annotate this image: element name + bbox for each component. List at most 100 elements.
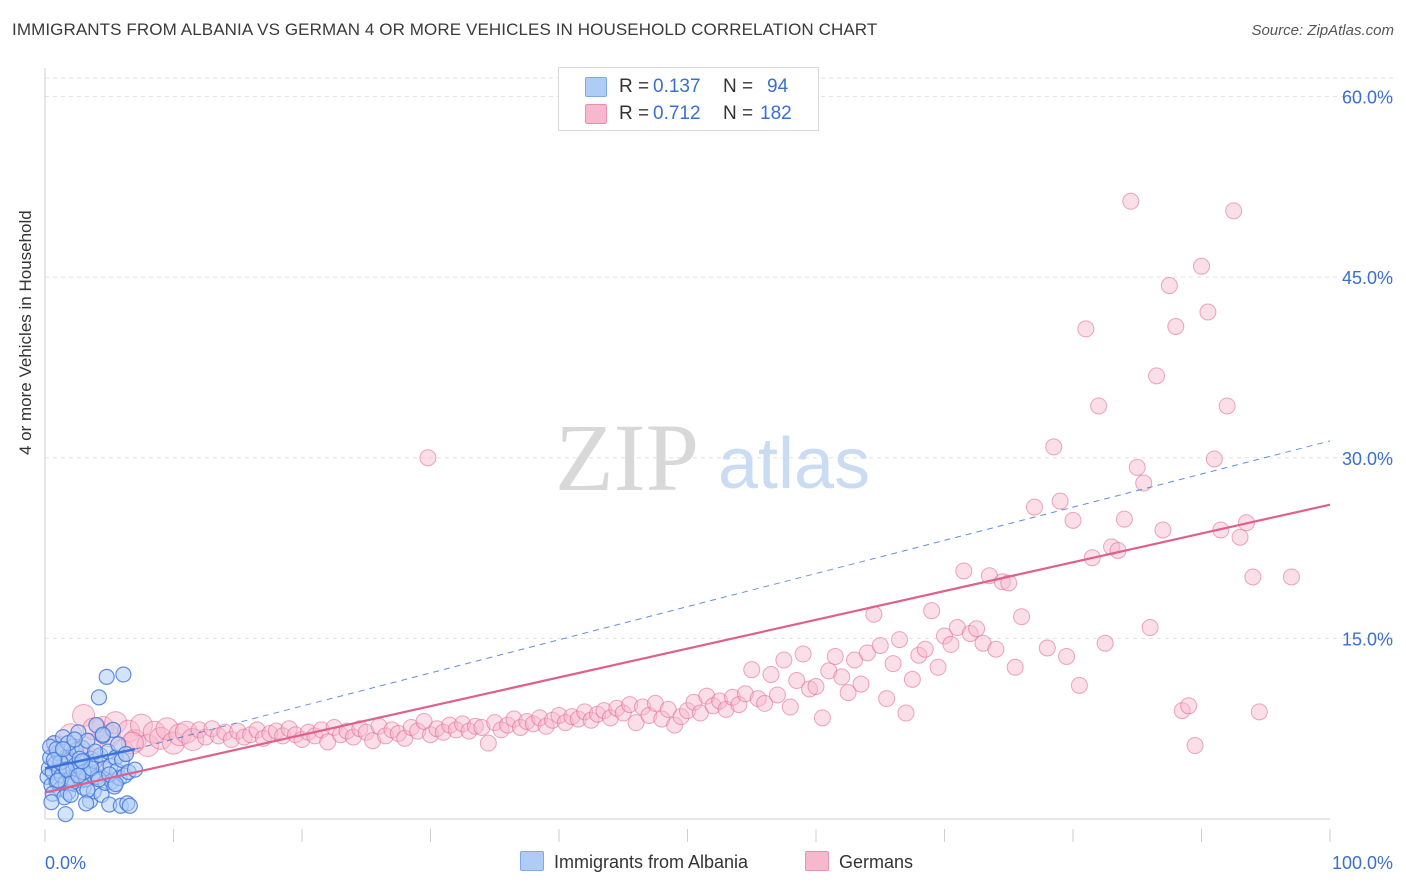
germans-point <box>1282 568 1300 586</box>
legend-item-germans: Germans <box>805 851 913 877</box>
germans-point <box>1038 639 1056 657</box>
germans-point <box>479 734 497 752</box>
germans-point <box>775 651 793 669</box>
germans-point <box>968 620 986 638</box>
germans-point <box>711 692 729 710</box>
r-label: R = <box>619 103 650 124</box>
germans-point <box>1154 521 1172 539</box>
germans-point <box>1077 320 1095 338</box>
albania-point <box>90 689 108 706</box>
germans-point <box>891 631 909 649</box>
germans-point <box>813 709 831 727</box>
germans-point <box>319 733 337 751</box>
albania-trend-line <box>44 747 136 770</box>
germans-point <box>955 562 973 580</box>
y-axis-label: 4 or more Vehicles in Household <box>16 210 35 455</box>
germans-trend-line <box>44 503 1331 794</box>
germans-point <box>794 645 812 663</box>
germans-point <box>621 696 639 714</box>
germans-point <box>756 694 774 712</box>
germans-point <box>203 720 221 738</box>
germans-point <box>1096 634 1114 652</box>
albania-swatch <box>585 77 607 97</box>
germans-point <box>929 658 947 676</box>
albania-point <box>87 743 104 760</box>
germans-point <box>197 728 215 746</box>
germans-point <box>409 722 427 740</box>
trend-lines <box>44 440 1331 794</box>
albania-point <box>54 741 72 758</box>
germans-point <box>659 700 677 718</box>
germans-point <box>910 646 928 664</box>
germans-point <box>1167 317 1185 335</box>
germans-point <box>1160 277 1178 295</box>
germans-point <box>923 602 941 620</box>
germans-point <box>537 717 555 735</box>
germans-point <box>422 726 439 744</box>
germans-point <box>1193 257 1210 275</box>
germans-point <box>884 655 902 673</box>
x-tick-label-min: 0.0% <box>45 853 86 873</box>
albania-point <box>98 668 115 686</box>
tick-labels: 15.0% 30.0% 45.0% 60.0% 0.0% 100.0% <box>45 88 1393 874</box>
germans-point <box>1199 303 1217 321</box>
germans-point <box>788 672 806 690</box>
germans-point <box>768 686 786 704</box>
germans-point <box>518 712 536 730</box>
watermark-zip: ZIP <box>555 404 699 511</box>
albania-point <box>43 794 60 811</box>
germans-point <box>499 716 517 734</box>
germans-point <box>1058 647 1076 665</box>
germans-point <box>736 685 754 703</box>
germans-point <box>1000 574 1018 592</box>
germans-point <box>1225 202 1243 220</box>
germans-point <box>1115 510 1133 528</box>
germans-point <box>505 710 523 728</box>
germans-point <box>627 714 645 732</box>
germans-point <box>852 675 870 693</box>
axes <box>44 68 1331 842</box>
germans-point <box>1218 397 1236 415</box>
germans-point <box>190 721 208 739</box>
legend-item-albania: Immigrants from Albania <box>520 851 748 877</box>
albania-point <box>94 726 111 743</box>
germans-point <box>666 716 684 734</box>
n-value: 182 <box>760 103 792 124</box>
germans-point <box>396 729 414 747</box>
germans-swatch <box>585 104 607 124</box>
legend-swatch-germans <box>805 851 829 871</box>
y-tick-label: 45.0% <box>1342 268 1393 288</box>
albania-point <box>57 806 74 823</box>
germans-point <box>1051 492 1069 510</box>
y-tick-label: 30.0% <box>1342 449 1393 469</box>
r-value: 0.712 <box>653 103 701 124</box>
legend-label-albania: Immigrants from Albania <box>554 852 749 872</box>
y-tick-label: 60.0% <box>1342 88 1393 108</box>
germans-point <box>743 661 761 679</box>
germans-point <box>942 635 960 653</box>
germans-point <box>871 637 889 655</box>
germans-points <box>46 192 1300 773</box>
germans-point <box>511 718 529 736</box>
germans-point <box>1180 697 1198 715</box>
germans-point <box>723 688 741 706</box>
germans-point <box>730 696 748 714</box>
germans-point <box>344 728 362 746</box>
germans-point <box>672 708 690 726</box>
germans-point <box>691 704 709 722</box>
germans-point <box>878 690 896 708</box>
albania-point <box>121 797 138 814</box>
watermark-atlas: atlas <box>718 424 870 504</box>
albania-point <box>115 666 132 683</box>
source-label: Source: ZipAtlas.com <box>1251 22 1394 39</box>
albania-point <box>66 731 83 748</box>
r-label: R = <box>619 76 650 97</box>
germans-point <box>447 721 465 739</box>
germans-point <box>486 714 504 732</box>
germans-point <box>377 727 395 745</box>
albania-point <box>49 772 66 789</box>
germans-point <box>280 720 298 738</box>
germans-point <box>582 711 600 729</box>
germans-point <box>524 715 542 733</box>
germans-point <box>614 704 632 722</box>
